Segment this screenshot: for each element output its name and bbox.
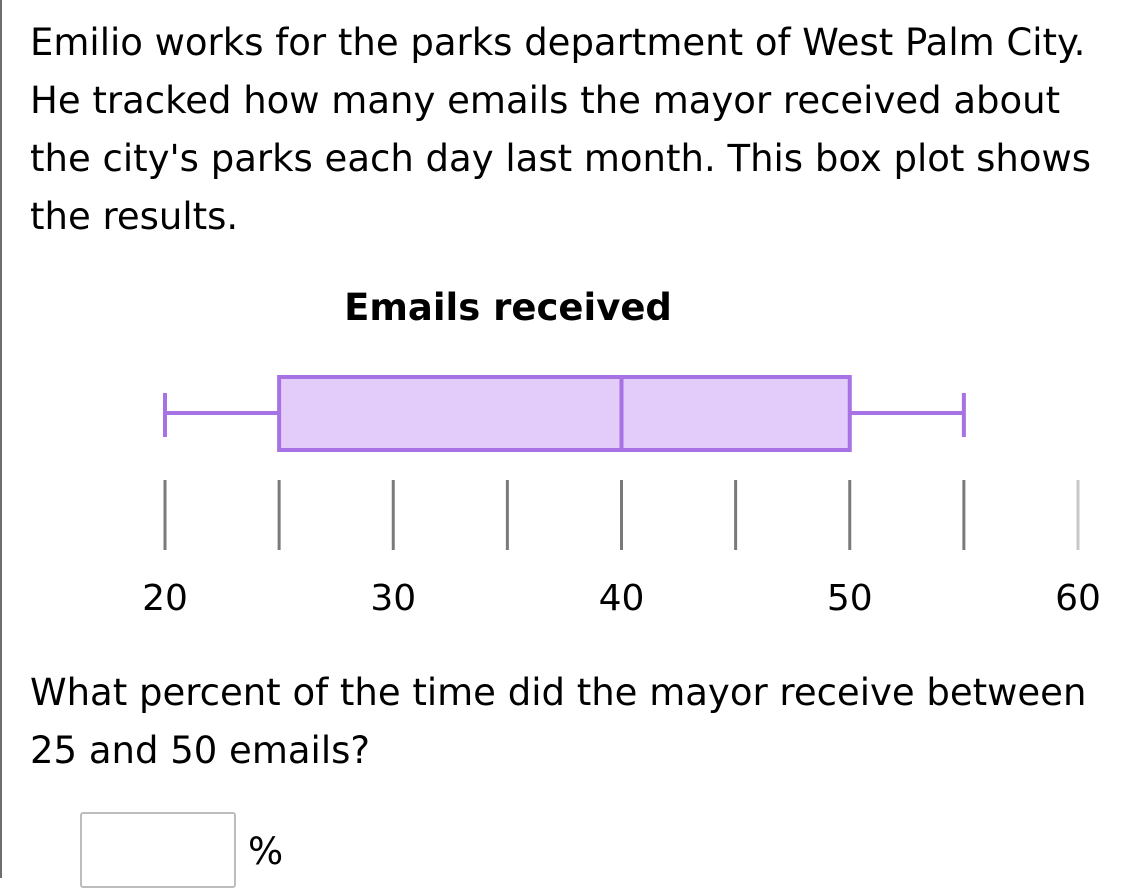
- axis-tick-label: 50: [827, 578, 873, 619]
- box-plot-chart: 20 30 40 50 60: [80, 375, 1104, 619]
- problem-intro: Emilio works for the parks department of…: [30, 21, 1092, 238]
- percent-unit-label: %: [248, 830, 284, 873]
- axis-tick-label: 60: [1055, 578, 1101, 619]
- interquartile-box: [277, 375, 852, 452]
- question-text: What percent of the time did the mayor r…: [30, 671, 1087, 772]
- axis-tick-label: 20: [142, 578, 188, 619]
- axis-tick-label: 40: [599, 578, 645, 619]
- axis-tick-label: 30: [370, 578, 416, 619]
- answer-input[interactable]: [80, 812, 236, 888]
- chart-title: Emails received: [344, 286, 672, 329]
- left-border: [0, 0, 2, 878]
